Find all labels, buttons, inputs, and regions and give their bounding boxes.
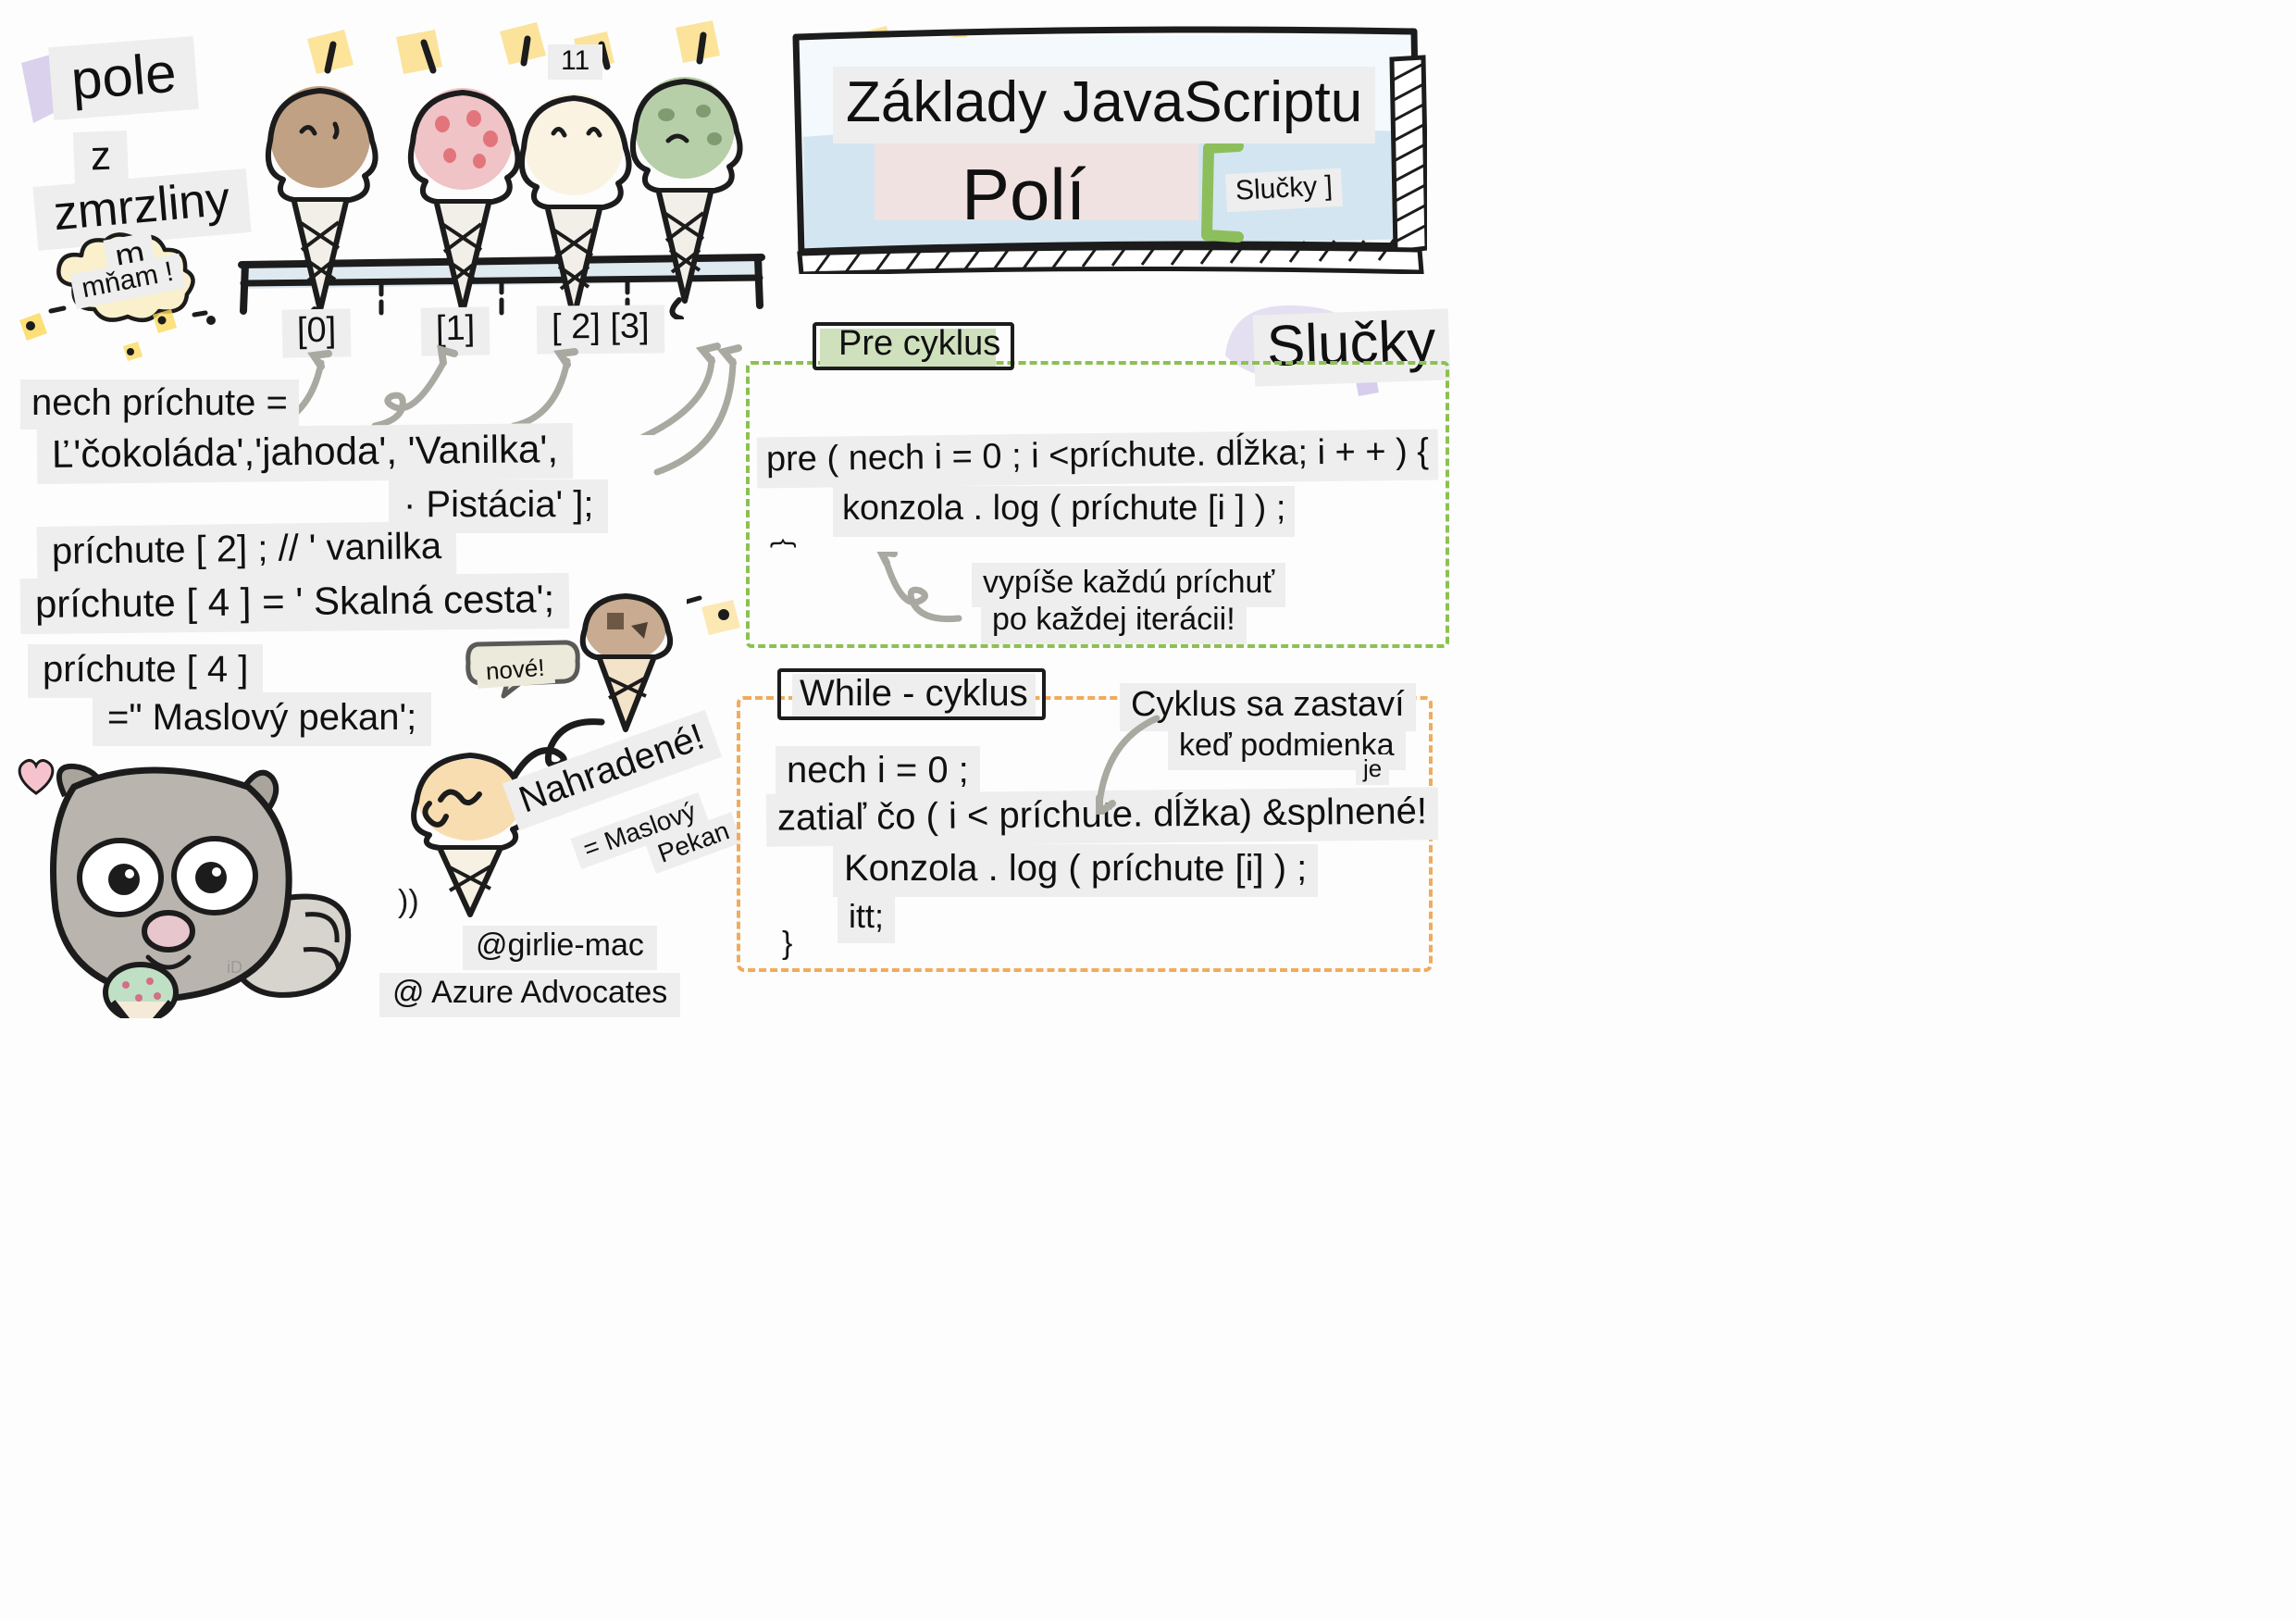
icecream-new-chocolate [579, 593, 674, 732]
while-loop-code-line-1: nech i = 0 ; [776, 746, 980, 799]
for-tag-box [813, 322, 1014, 370]
while-tag-box [777, 668, 1046, 720]
icecream-cone-strawberry [407, 88, 521, 330]
top-confetti [307, 20, 974, 74]
word-z: z [73, 131, 129, 187]
title-line-2: Polí [962, 154, 1086, 235]
word-pole: pole [48, 35, 200, 121]
decorative-parens: )) [398, 884, 419, 919]
icecream-cone-vanilla [518, 93, 632, 336]
for-loop-code-line-2: konzola . log ( príchute [i ] ) ; [833, 486, 1296, 537]
while-loop-closing-brace: } [782, 926, 793, 961]
artist-initials: iD [227, 958, 242, 977]
index-3-arrow [653, 344, 742, 476]
code-array-literal-line1: Ľ'čokoláda','jahoda', 'Vanilka', [36, 422, 574, 485]
confetti-sparkles [19, 305, 177, 361]
for-loop-tag-label: Pre cyklus [838, 324, 1001, 363]
for-loop-code-line-1: pre ( nech i = 0 ; i <príchute. dĺžka; i… [756, 429, 1439, 489]
icecream-cone-pistachio [629, 77, 743, 319]
icecream-cone-chocolate [265, 86, 379, 329]
for-loop-dashed-border [746, 361, 1449, 648]
heart-icon [18, 759, 55, 795]
icecream-melting-butterpecan [411, 753, 529, 917]
code-flavor-4-value: =" Maslový pekan'; [93, 692, 432, 746]
while-loop-tag-label: While - cyklus [792, 674, 1036, 716]
while-loop-code-line-4: itt; [838, 894, 896, 943]
for-loop-note-line-1: vypíše každú príchuť [972, 563, 1286, 607]
title-line-1: Základy JavaScriptu [833, 67, 1376, 144]
code-flavor-4: príchute [ 4 ] [28, 644, 264, 698]
code-assign-index-4: príchute [ 4 ] = ' Skalná cesta'; [19, 572, 570, 635]
for-loop-note-line-2: po každej iterácii! [981, 600, 1247, 644]
while-loop-code-line-3: Konzola . log ( príchute [i] ) ; [833, 844, 1319, 897]
title-tag-slucky: Slučky ] [1225, 168, 1344, 212]
code-let-prichute: nech príchute = [20, 380, 299, 430]
for-loop-closing-brace: } [766, 538, 798, 549]
for-note-arrow [876, 552, 962, 623]
label-11: 11 [548, 44, 603, 80]
while-note-line-3: je [1356, 754, 1390, 786]
while-note-tail: splnené! [1286, 791, 1428, 833]
raccoon-illustration [50, 763, 352, 1018]
green-bracket-icon [1201, 141, 1244, 243]
while-note-line-1: Cyklus sa zastaví [1120, 683, 1416, 731]
label-nove: nové! [475, 653, 555, 690]
sparkle-right-of-cone [687, 595, 740, 635]
credit-org: @ Azure Advocates [379, 973, 681, 1017]
while-note-arrow [1096, 715, 1160, 815]
code-index-access: príchute [ 2] ; // ' vanilka [36, 520, 457, 581]
while-note-line-2: keď podmienka [1168, 726, 1406, 770]
title-pink-wash [875, 135, 1198, 220]
for-tag-green-wash [820, 329, 996, 367]
credit-handle: @girlie-mac [463, 926, 657, 970]
